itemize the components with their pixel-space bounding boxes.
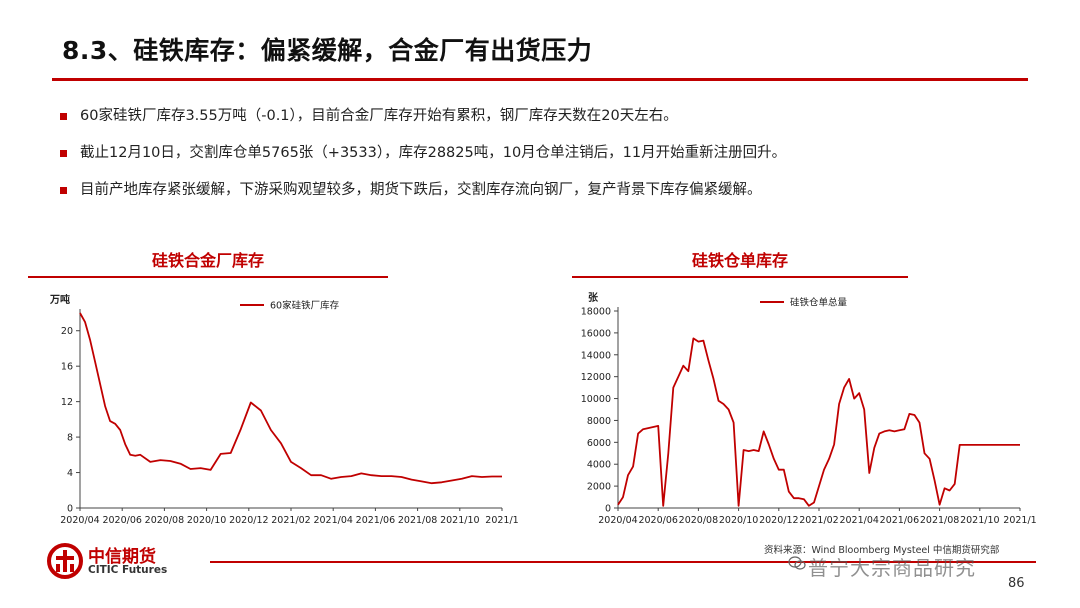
bullet-square-icon [60,187,67,194]
citic-emblem-icon [47,543,83,579]
series-line [617,337,1020,507]
logo-english-name: CITIC Futures [88,564,168,576]
y-tick-label: 4000 [587,460,611,471]
wechat-icon [788,556,806,570]
x-tick-label: 2020/08 [679,515,718,526]
bullet-item: 目前产地库存紧张缓解，下游采购观望较多，期货下跌后，交割库存流向钢厂，复产背景下… [60,178,1040,215]
footer-rule [210,561,1036,563]
bullet-text: 截止12月10日，交割库仓单5765张（+3533），库存28825吨，10月仓… [80,145,787,161]
slide-title: 8.3、硅铁库存：偏紧缓解，合金厂有出货压力 [62,36,593,65]
x-tick-label: 2021/02 [271,515,310,526]
y-axis-unit-label: 万吨 [49,293,70,306]
x-tick-label: 2021/1 [485,515,518,526]
x-tick-label: 2021/08 [398,515,437,526]
y-axis-unit-label: 张 [588,291,599,304]
x-tick-label: 2021/06 [356,515,395,526]
legend-label: 硅铁仓单总量 [790,297,848,309]
bullet-list: 60家硅铁厂库存3.55万吨（-0.1），目前合金厂库存开始有累积，钢厂库存天数… [60,104,1040,215]
x-tick-label: 2020/08 [145,515,184,526]
x-tick-label: 2021/04 [313,515,352,526]
x-tick-label: 2020/04 [598,515,637,526]
y-tick-label: 4 [67,468,73,479]
x-tick-label: 2020/04 [60,515,99,526]
left-chart-header: 硅铁合金厂库存 [28,248,388,278]
y-tick-label: 16 [61,362,73,373]
x-tick-label: 2021/10 [440,515,479,526]
page-number: 86 [1008,576,1025,591]
title-underline [52,78,1028,81]
x-tick-label: 2021/10 [960,515,999,526]
bullet-text: 目前产地库存紧张缓解，下游采购观望较多，期货下跌后，交割库存流向钢厂，复产背景下… [80,182,762,198]
y-tick-label: 8000 [587,416,611,427]
x-tick-label: 2021/08 [920,515,959,526]
right-chart: 张 0 2000 4000 6000 8000 10000 12000 14000 16000 18… [581,291,1037,526]
y-tick-label: 16000 [581,328,611,339]
source-note: 资料来源：Wind Bloomberg Mysteel 中信期货研究部 [764,545,1000,556]
y-tick-label: 14000 [581,350,611,361]
y-tick-label: 0 [67,504,73,515]
logo-chinese-name: 中信期货 [88,547,156,567]
x-tick-label: 2021/06 [880,515,919,526]
right-chart-title: 硅铁仓单库存 [691,251,788,270]
watermark: 普宁大宗商品研究 [808,556,976,580]
left-chart-title: 硅铁合金厂库存 [151,251,264,270]
x-tick-label: 2020/06 [638,515,677,526]
x-tick-label: 2020/10 [719,515,758,526]
y-tick-label: 12 [61,397,73,408]
y-tick-label: 18000 [581,307,611,318]
y-tick-label: 8 [67,433,73,444]
y-tick-label: 2000 [587,482,611,493]
y-tick-label: 20 [61,326,73,337]
x-tick-label: 2020/06 [102,515,141,526]
right-chart-header: 硅铁仓单库存 [572,248,908,278]
x-tick-label: 2020/12 [759,515,798,526]
bullet-item: 60家硅铁厂库存3.55万吨（-0.1），目前合金厂库存开始有累积，钢厂库存天数… [60,104,1040,141]
legend-label: 60家硅铁厂库存 [270,300,340,312]
bullet-item: 截止12月10日，交割库仓单5765张（+3533），库存28825吨，10月仓… [60,141,1040,178]
bullet-text: 60家硅铁厂库存3.55万吨（-0.1），目前合金厂库存开始有累积，钢厂库存天数… [80,108,678,124]
y-tick-label: 6000 [587,438,611,449]
citic-logo: 中信期货 CITIC Futures [46,540,176,582]
bullet-square-icon [60,113,67,120]
x-tick-label: 2020/12 [229,515,268,526]
x-tick-label: 2021/02 [799,515,838,526]
x-tick-label: 2021/04 [839,515,878,526]
x-tick-label: 2020/10 [187,515,226,526]
series-line [79,312,502,485]
y-tick-label: 12000 [581,372,611,383]
bullet-square-icon [60,150,67,157]
y-tick-label: 10000 [581,394,611,405]
x-tick-label: 2021/1 [1003,515,1036,526]
y-tick-label: 0 [605,504,611,515]
